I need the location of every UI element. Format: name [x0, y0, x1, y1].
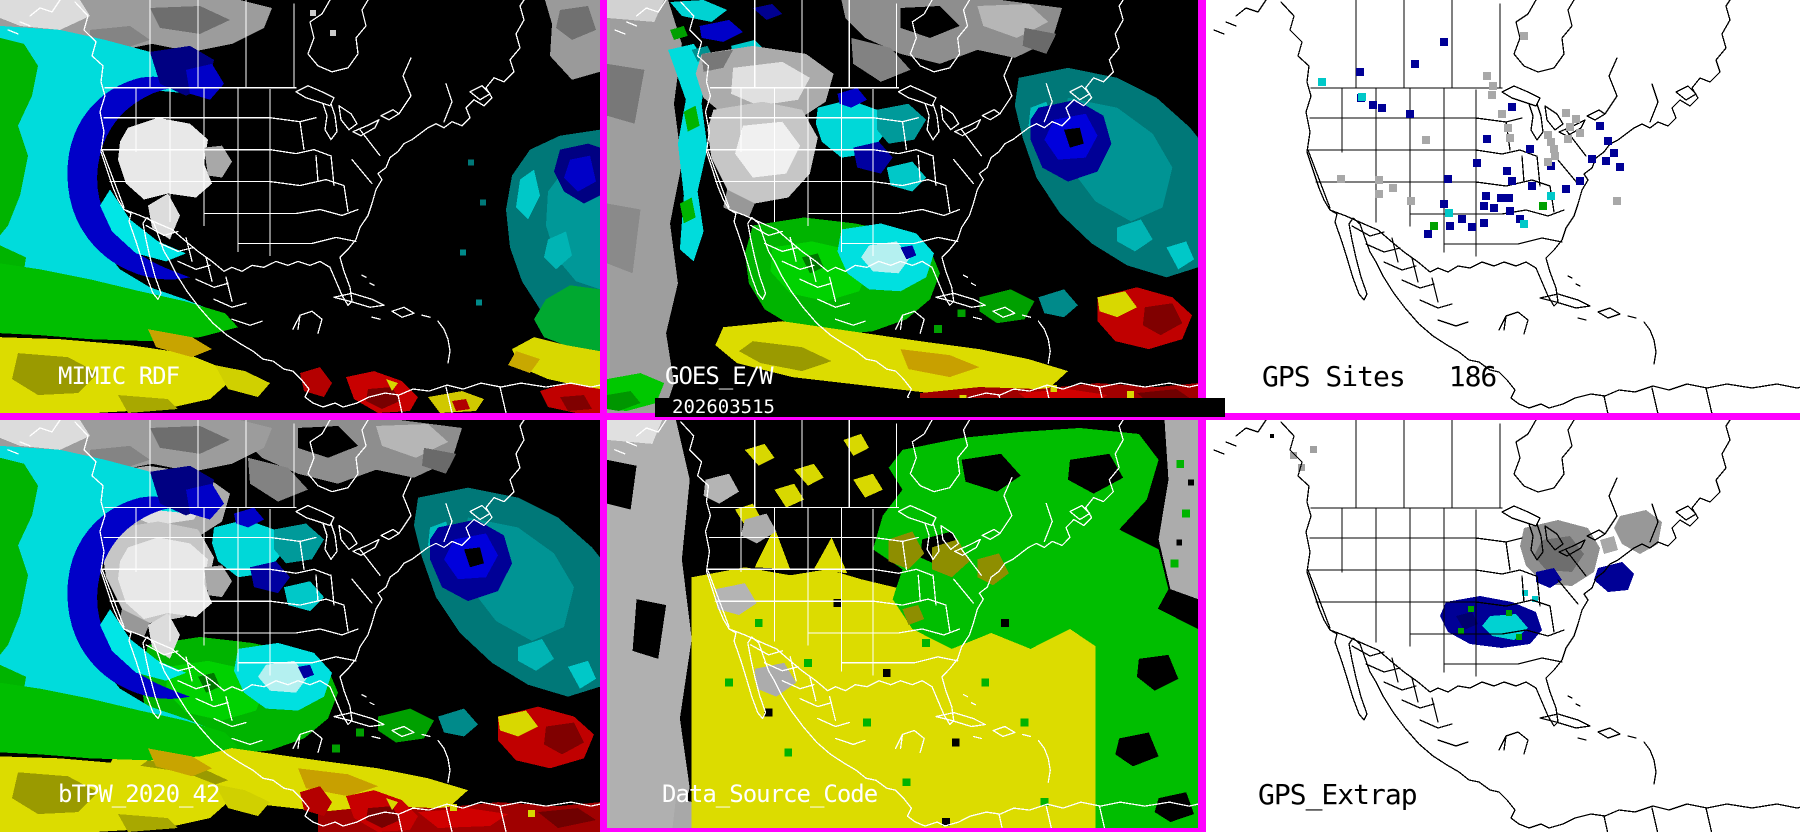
gps-sites-text: GPS Sites [1262, 360, 1406, 393]
gps-extrap-map [1206, 420, 1800, 832]
panel-label-gps-extrap: GPS_Extrap [1258, 778, 1418, 811]
panel-btpw: bTPW_2020_42 [0, 420, 600, 832]
panel-goes-ew: GOES_E/W [607, 0, 1198, 413]
data-source-code-image [607, 420, 1198, 832]
panel-label-btpw: bTPW_2020_42 [58, 780, 220, 808]
gps-site-markers [1318, 32, 1624, 238]
panel-gps-extrap: GPS_Extrap [1206, 420, 1800, 832]
timestamp-bar: 202603515 [655, 398, 1225, 417]
panel-label-gps-sites: GPS Sites 186 [1262, 360, 1498, 393]
panel-mimic-rdf: MIMIC RDF [0, 0, 600, 413]
panel-data-source-code: Data_Source_Code [607, 420, 1198, 832]
frame-divider-bottom [607, 828, 1198, 832]
gps-sites-count: 186 [1448, 360, 1498, 393]
panel-label-goes-ew: GOES_E/W [665, 362, 774, 390]
gps-sites-map [1206, 0, 1800, 413]
panel-label-mimic-rdf: MIMIC RDF [58, 362, 180, 390]
mimic-rdf-image [0, 0, 600, 413]
goes-ew-image [607, 0, 1198, 413]
btpw-image [0, 420, 600, 832]
panel-label-data-source-code: Data_Source_Code [662, 780, 878, 808]
panel-gps-sites: GPS Sites 186 [1206, 0, 1800, 413]
timestamp-text: 202603515 [672, 396, 775, 418]
